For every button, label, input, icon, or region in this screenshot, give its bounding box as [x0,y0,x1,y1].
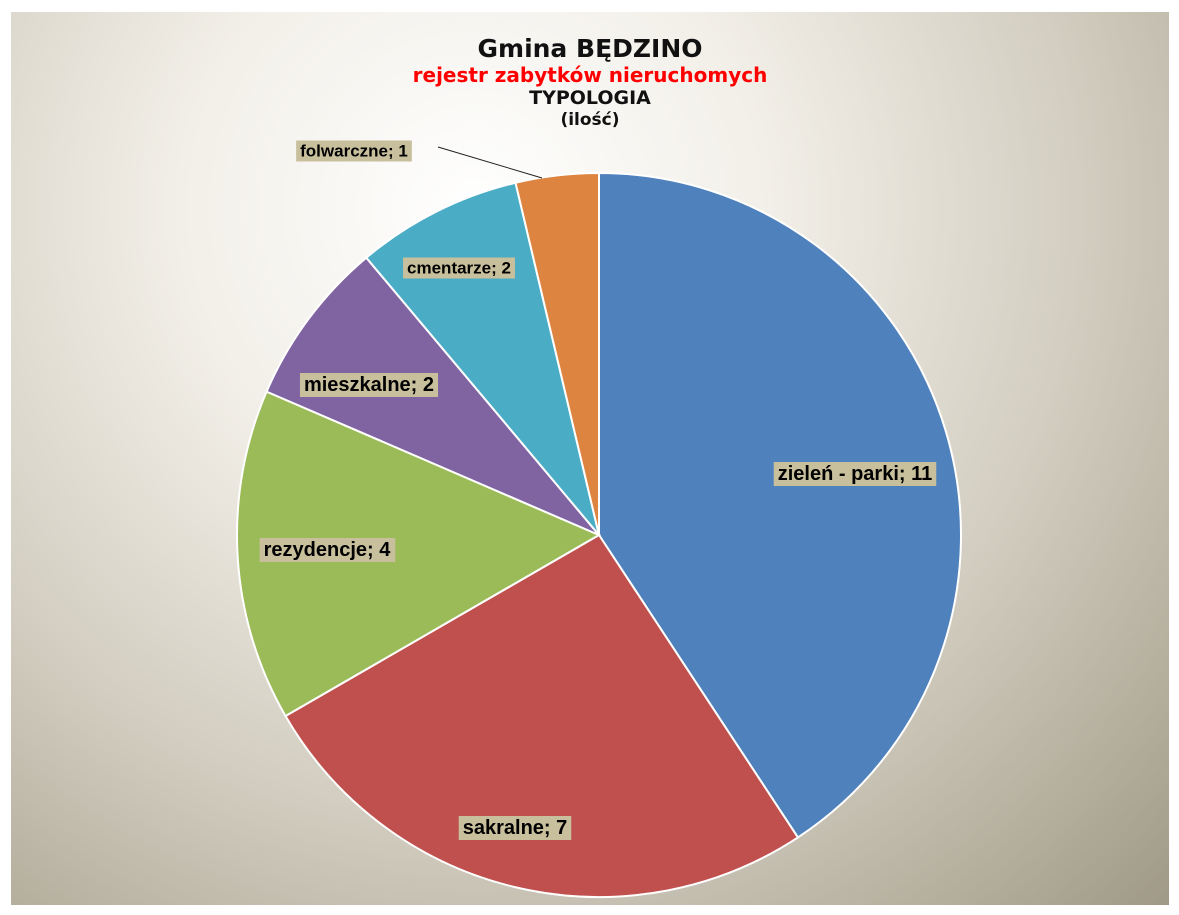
slice-label-bg [773,462,937,486]
slice-label-bg [259,538,396,562]
pie-slice-rezydencje [236,390,602,718]
chart-area: Gmina BĘDZINO rejestr zabytków nieruchom… [11,12,1169,905]
slice-label-text: sakralne; 7 [463,817,568,839]
slice-label-bg [458,816,572,840]
chart-unit-label: (ilość) [560,109,620,130]
pie-slice-folwarczne [514,171,600,536]
slice-label-mieszkalne: mieszkalne; 2 [299,373,439,397]
chart-title: Gmina BĘDZINO [477,34,703,63]
slice-label-folwarczne: folwarczne; 1 [296,140,412,162]
leader-line-folwarczne [437,146,543,179]
slice-label-text: rezydencje; 4 [264,539,392,561]
chart-subtitle-typology: TYPOLOGIA [529,87,651,110]
pie-slices [236,171,962,898]
slice-label-text: mieszkalne; 2 [304,374,434,396]
slice-label-bg [403,257,515,279]
slice-label-zielen-parki: zieleń - parki; 11 [773,462,937,486]
pie-labels: zieleń - parki; 11 sakralne; 7 rezydencje;… [259,140,937,840]
slice-label-bg [299,373,439,397]
pie-slice-sakralne [284,533,800,898]
slice-label-text: zieleń - parki; 11 [778,463,933,485]
slice-label-text: cmentarze; 2 [407,259,511,278]
chart-subtitle: rejestr zabytków nieruchomych [412,62,768,87]
slice-label-sakralne: sakralne; 7 [458,816,572,840]
slice-label-bg [296,140,412,162]
slice-label-text: folwarczne; 1 [300,142,408,161]
slice-label-rezydencje: rezydencje; 4 [259,538,396,562]
pie-chart: zieleń - parki; 11 sakralne; 7 rezydencje;… [236,140,962,898]
slice-label-cmentarze: cmentarze; 2 [403,257,515,279]
title-block: Gmina BĘDZINO rejestr zabytków nieruchom… [11,34,1169,130]
